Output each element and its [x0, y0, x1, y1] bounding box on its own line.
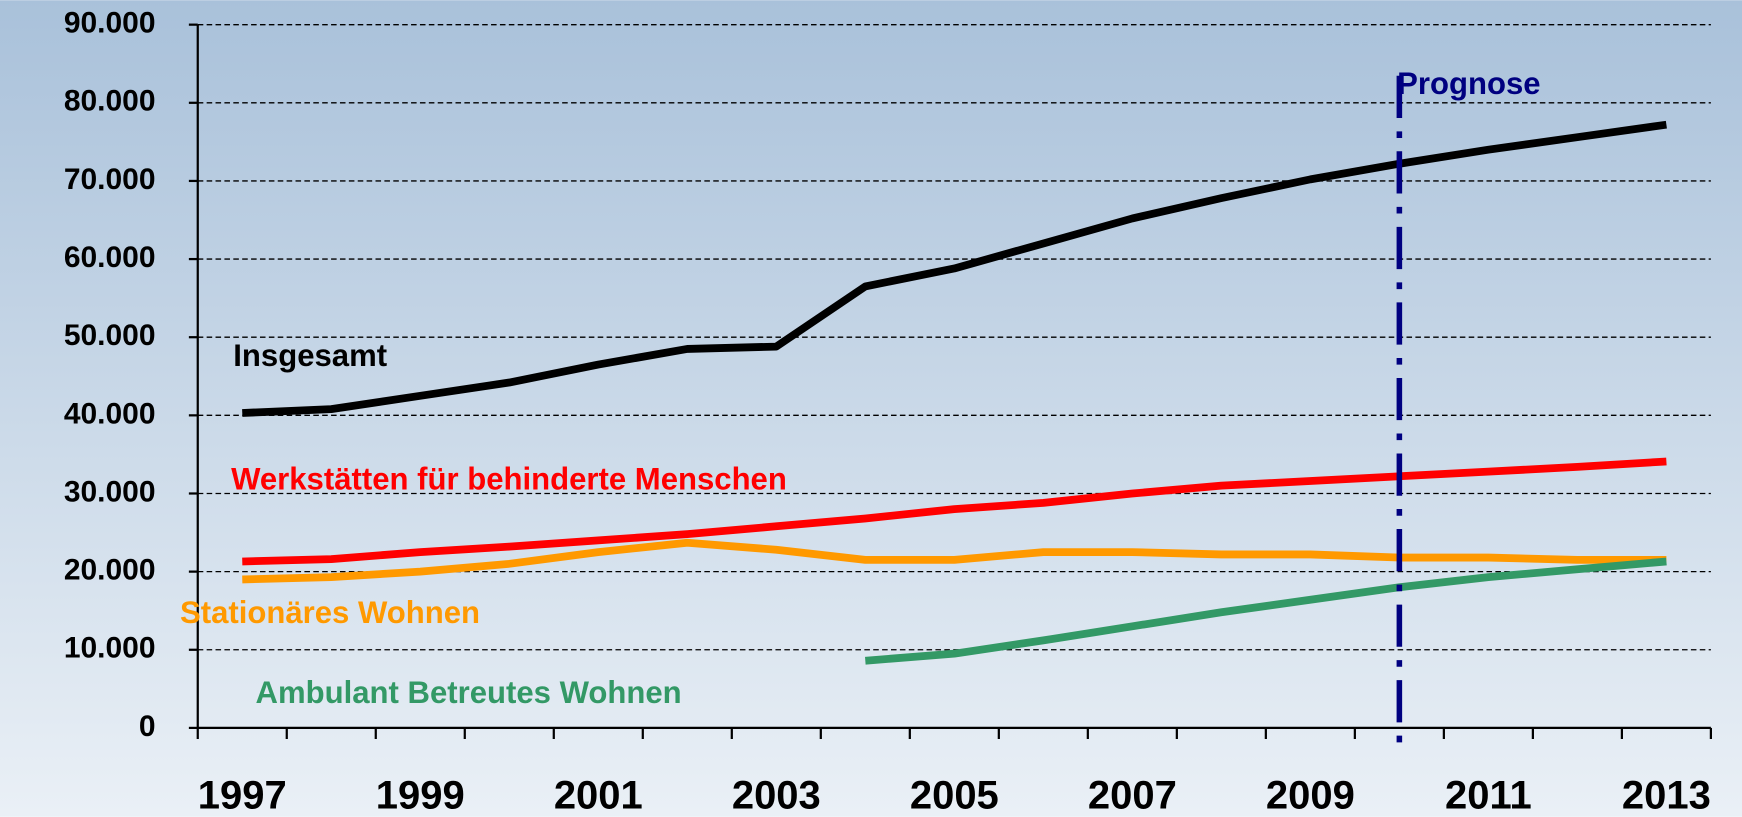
y-tick-label: 50.000: [64, 319, 156, 352]
x-tick-label: 1999: [376, 773, 465, 817]
series-label: Insgesamt: [233, 338, 387, 373]
series-line: [242, 120, 1667, 417]
series-label: Stationäres Wohnen: [180, 595, 480, 630]
forecast-label: Prognose: [1397, 66, 1540, 101]
y-tick-label: 90.000: [64, 7, 156, 40]
y-tick-label: 0: [139, 710, 156, 743]
x-tick-label: 2001: [554, 773, 643, 817]
y-tick-label: 80.000: [64, 85, 156, 118]
x-tick-label: 1997: [198, 773, 287, 817]
y-tick-label: 60.000: [64, 241, 156, 274]
series-label: Werkstätten für behinderte Menschen: [231, 461, 787, 496]
series-line: [242, 538, 1667, 584]
y-tick-label: 70.000: [64, 163, 156, 196]
x-tick-label: 2011: [1445, 773, 1532, 817]
x-tick-label: 2003: [732, 773, 821, 817]
x-tick-label: 2007: [1088, 773, 1177, 817]
series-line: [865, 557, 1667, 665]
x-tick-label: 2005: [910, 773, 999, 817]
series-line: [242, 457, 1667, 566]
series-label: Ambulant Betreutes Wohnen: [256, 675, 682, 710]
x-tick-label: 2009: [1266, 773, 1355, 817]
x-tick-label: 2013: [1622, 773, 1711, 817]
y-tick-label: 40.000: [64, 397, 156, 430]
y-tick-label: 20.000: [64, 554, 156, 587]
y-tick-label: 30.000: [64, 475, 156, 508]
y-tick-label: 10.000: [64, 632, 156, 665]
